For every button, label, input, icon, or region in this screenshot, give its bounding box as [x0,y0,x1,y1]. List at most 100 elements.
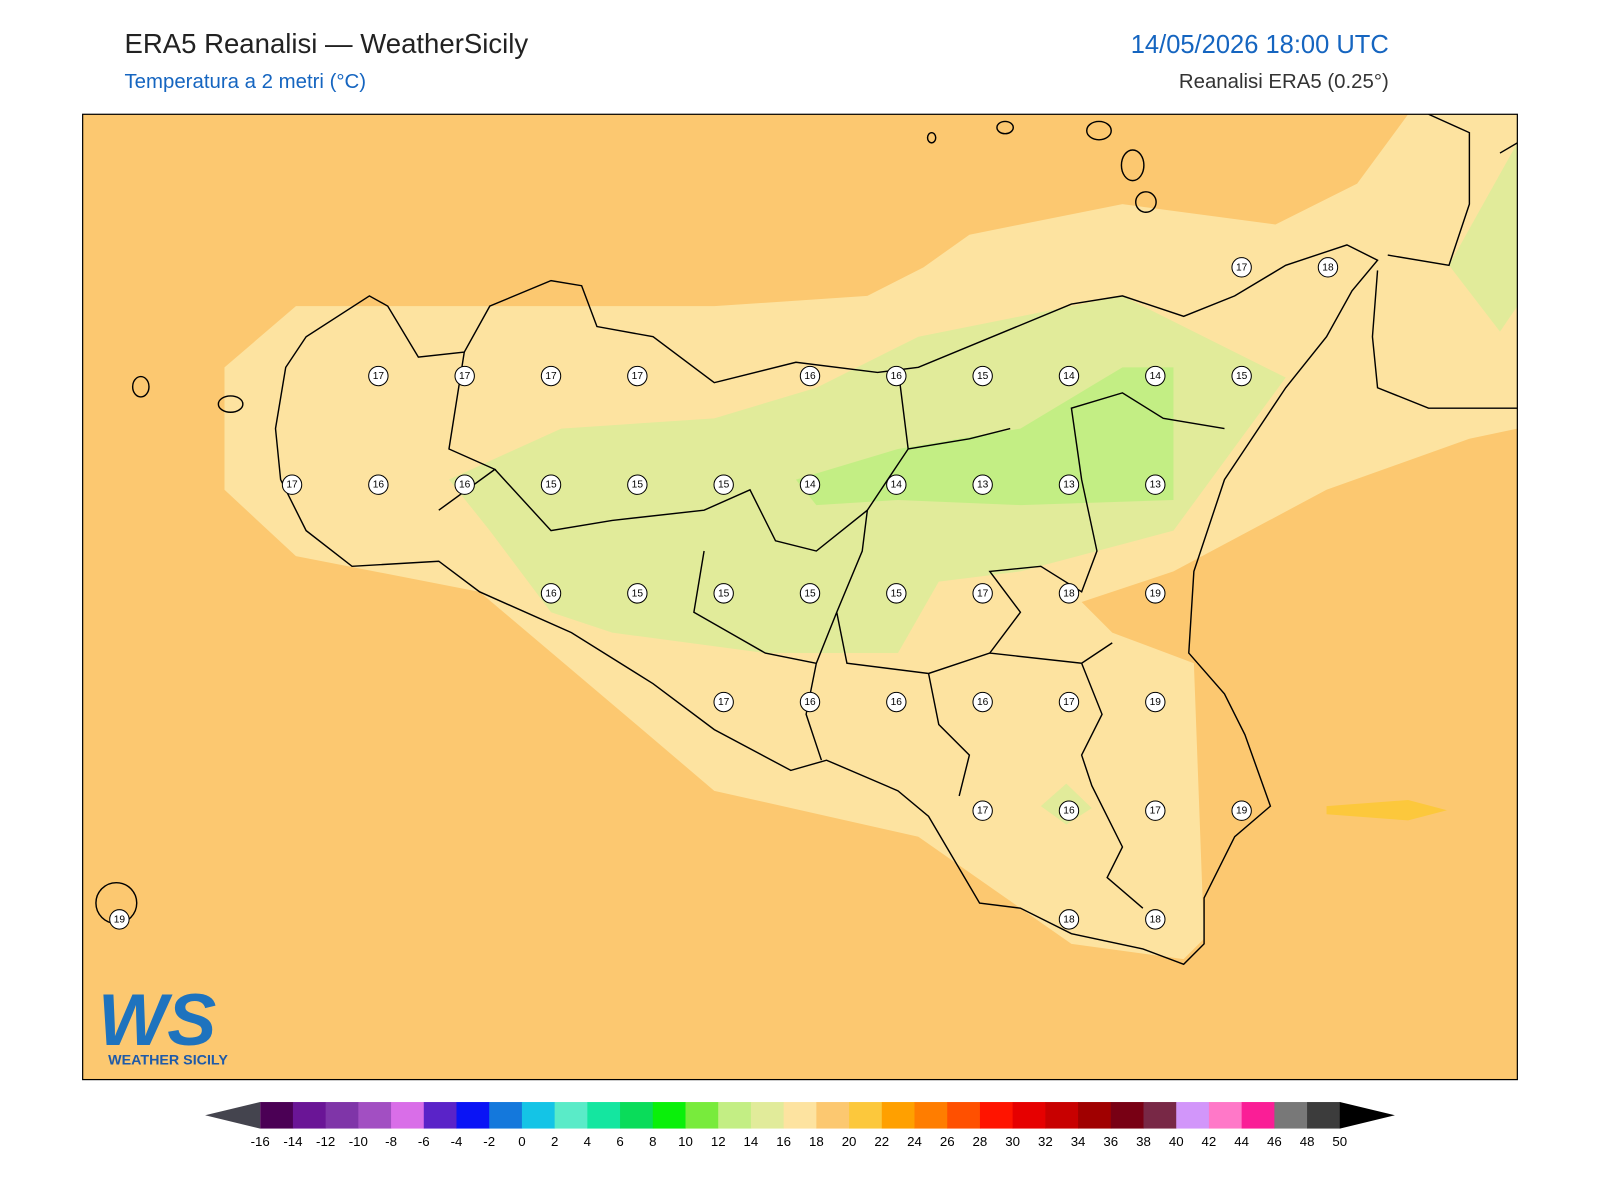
colorbar-tick-label: -16 [251,1134,270,1149]
grid-point-marker [1145,583,1166,604]
grid-point-marker [1145,691,1166,713]
grid-point-marker [886,365,907,387]
island [1135,191,1157,213]
grid-point: 15 [1231,365,1252,387]
grid-point-marker [109,909,130,930]
datetime: 14/05/2026 18:00 UTC [1131,31,1389,59]
logo: WS WEATHER SICILY [98,978,228,1068]
map-area: 17 18 17 17 17 17 16 16 15 14 14 15 17 16 16 15 15 15 14 14… [82,113,1518,1081]
grid-point-marker [627,474,648,495]
grid-point-value: 15 [545,480,557,491]
grid-point: 13 [1145,474,1166,495]
grid-point: 16 [540,583,562,604]
grid-point-value: 13 [1150,480,1162,491]
colorbar-tick-label: 20 [842,1134,857,1149]
grid-point-marker [454,474,475,495]
colorbar-tick-label: 46 [1267,1134,1282,1149]
grid-point-marker [1231,365,1252,387]
colorbar-tick-label: 24 [907,1134,922,1149]
colorbar-tick-label: 14 [744,1134,759,1149]
province-borders [438,351,1225,909]
colorbar-tick-label: 40 [1169,1134,1184,1149]
colorbar-bin [881,1102,916,1129]
grid-point-value: 16 [1063,806,1075,817]
colorbar-bin [652,1102,687,1129]
colorbar-tick-label: 32 [1038,1134,1053,1149]
colorbar-tick-label: 38 [1136,1134,1151,1149]
colorbar-tick-label: 30 [1005,1134,1020,1149]
grid-point: 17 [627,365,648,387]
colorbar-tick-label: 2 [551,1134,558,1149]
island [996,120,1014,135]
grid-point-marker [454,365,475,387]
grid-point-value: 15 [632,588,644,599]
grid-point-value: 16 [891,697,903,708]
grid-point: 16 [799,691,821,713]
grid-values: 17 18 17 17 17 17 16 16 15 14 14 15 17 16 16 15 15 15 14 14… [109,257,1339,930]
colorbar-tick-label: 16 [776,1134,791,1149]
grid-point: 15 [799,583,821,604]
grid-point: 17 [972,800,993,821]
colorbar-bin [620,1102,654,1129]
grid-point: 17 [1145,800,1166,821]
grid-point-value: 14 [1150,371,1162,382]
colorbar-bin [521,1102,556,1129]
grid-point: 15 [713,583,734,604]
colorbar-tick-label: 28 [973,1134,988,1149]
field-20-22 [1326,800,1447,821]
colorbar-bin [1208,1102,1243,1129]
grid-point: 19 [109,909,130,930]
grid-point: 15 [627,583,648,604]
grid-point: 17 [454,365,475,387]
island [131,375,150,398]
grid-point: 17 [1058,691,1080,713]
colorbar-bin [718,1102,752,1129]
grid-point-value: 16 [804,697,816,708]
source: Reanalisi ERA5 (0.25°) [1179,71,1389,93]
grid-point-marker [1145,365,1166,387]
colorbar-bin [947,1102,981,1129]
grid-point: 16 [972,691,993,713]
grid-point-value: 17 [459,371,471,382]
grid-point-value: 16 [373,480,385,491]
colorbar-bin [358,1102,392,1129]
grid-point: 16 [886,365,907,387]
colorbar-tick-label: 8 [649,1134,656,1149]
grid-point-value: 15 [891,588,903,599]
grid-point-marker [799,474,821,495]
grid-point-value: 19 [1150,697,1162,708]
coastline [274,244,1379,966]
grid-point-value: 16 [891,371,903,382]
colorbar-bin [750,1102,785,1129]
grid-point-marker [799,583,821,604]
colorbar: -16 -14 -12 -10 -8 -6 -4 -2 0 2 4 6 8 10 12 14 16 18 20 22 2… [205,1102,1395,1149]
grid-point-value: 19 [1236,806,1248,817]
grid-point-value: 17 [718,697,730,708]
grid-point-marker [540,365,562,387]
grid-point: 14 [886,474,907,495]
grid-point: 19 [1145,583,1166,604]
grid-point-value: 15 [632,480,644,491]
grid-point-value: 15 [804,588,816,599]
grid-point: 15 [713,474,734,495]
grid-point-marker [799,365,821,387]
grid-point-marker [713,583,734,604]
grid-point-value: 17 [1150,806,1162,817]
grid-point: 17 [281,474,303,495]
colorbar-extend-low [205,1102,261,1129]
grid-point: 13 [1058,474,1080,495]
grid-point: 13 [972,474,993,495]
colorbar-tick-label: -6 [418,1134,430,1149]
grid-point-value: 19 [114,914,126,925]
grid-point: 17 [540,365,562,387]
grid-point-marker [1058,474,1080,495]
colorbar-bin [1274,1102,1308,1129]
grid-point-value: 16 [459,480,471,491]
grid-point-marker [627,365,648,387]
grid-point-value: 18 [1150,914,1162,925]
grid-point-value: 18 [1322,262,1334,273]
colorbar-tick-label: 48 [1300,1134,1315,1149]
grid-point-value: 15 [718,480,730,491]
grid-point-marker [713,691,734,713]
subtitle: Temperatura a 2 metri (°C) [124,71,366,93]
